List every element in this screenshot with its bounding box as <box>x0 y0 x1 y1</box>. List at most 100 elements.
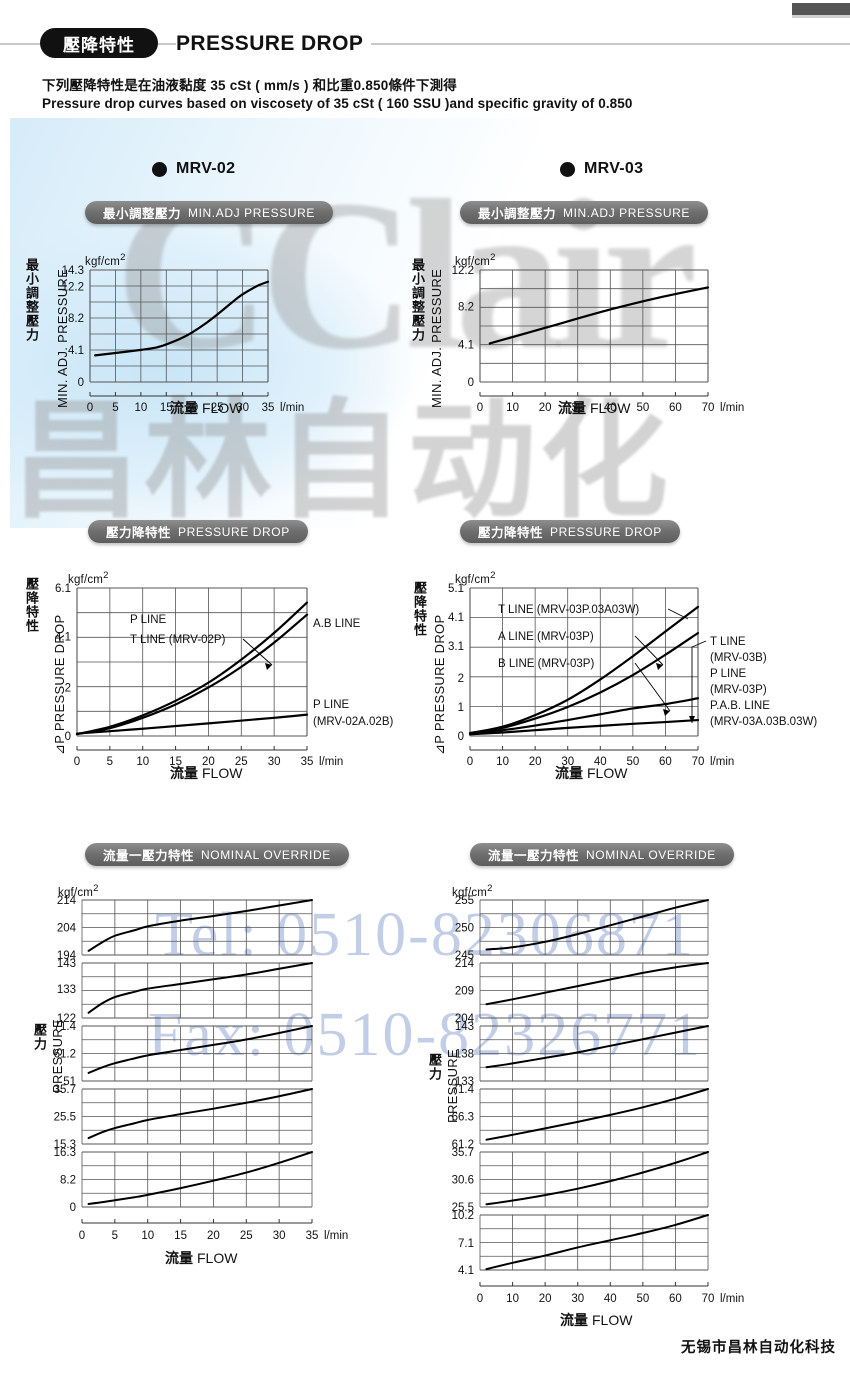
x-axis-label: 流量 FLOW <box>170 398 242 418</box>
svg-text:255: 255 <box>455 895 474 907</box>
svg-text:l/min: l/min <box>319 756 343 768</box>
y-unit-label: kgf/cm2 <box>455 252 496 268</box>
model-label-mrv02: MRV-02 <box>152 160 235 178</box>
svg-text:T LINE: T LINE <box>710 636 746 648</box>
pill-label-cn: 壓力降特性 <box>106 526 172 540</box>
svg-text:10: 10 <box>506 402 519 414</box>
svg-text:l/min: l/min <box>710 756 734 768</box>
svg-text:40: 40 <box>594 756 607 768</box>
svg-text:l/min: l/min <box>324 1230 348 1242</box>
svg-text:60: 60 <box>659 756 672 768</box>
svg-text:245: 245 <box>455 950 474 962</box>
svg-text:25: 25 <box>240 1230 253 1242</box>
svg-text:10.2: 10.2 <box>452 1210 474 1222</box>
y-unit-label: kgf/cm2 <box>58 883 99 899</box>
description-cn: 下列壓降特性是在油液黏度 35 cSt ( mm/s ) 和比重0.850條件下… <box>42 78 457 93</box>
svg-text:122: 122 <box>57 1013 76 1025</box>
y-axis-label-cn: 壓力 <box>32 1023 47 1051</box>
svg-text:143: 143 <box>57 958 76 970</box>
y-axis-label-cn: 最小調整壓力 <box>24 258 39 342</box>
x-axis-label-en: FLOW <box>590 400 631 416</box>
svg-text:20: 20 <box>185 402 198 414</box>
svg-text:209: 209 <box>455 986 474 998</box>
svg-text:35.7: 35.7 <box>452 1147 474 1159</box>
svg-text:1: 1 <box>458 702 464 714</box>
svg-text:10: 10 <box>496 756 509 768</box>
x-axis-label: 流量 FLOW <box>165 1248 237 1268</box>
svg-text:5: 5 <box>107 756 113 768</box>
svg-text:12.2: 12.2 <box>452 265 474 277</box>
chart-svg: 25525024521420920414313813371.466.361.23… <box>452 895 745 1305</box>
x-axis-label-cn: 流量 <box>165 1250 193 1266</box>
top-right-bar <box>792 3 850 15</box>
chart-mrv02-pressure-drop: 壓力降特性 PRESSURE DROP kgf/cm2 壓降特性 ⊿P PRES… <box>0 515 420 805</box>
svg-text:51: 51 <box>63 1076 76 1088</box>
svg-text:4.1: 4.1 <box>448 612 464 624</box>
svg-text:40: 40 <box>604 1293 617 1305</box>
pill-label-en: NOMINAL OVERRIDE <box>586 847 716 862</box>
svg-text:8.2: 8.2 <box>68 313 84 325</box>
svg-text:25: 25 <box>211 402 224 414</box>
svg-text:4.1: 4.1 <box>458 339 474 351</box>
chart-svg: 0 1 2 3.1 4.1 5.1 0 10 20 30 40 50 60 70 l/min T LINE (… <box>448 583 817 768</box>
svg-text:71.4: 71.4 <box>452 1084 475 1096</box>
svg-text:20: 20 <box>539 1293 552 1305</box>
svg-text:15.3: 15.3 <box>54 1139 76 1151</box>
svg-text:P LINE: P LINE <box>710 668 747 680</box>
svg-text:5: 5 <box>112 402 118 414</box>
svg-text:30: 30 <box>561 756 574 768</box>
svg-text:l/min: l/min <box>720 402 744 414</box>
svg-text:12.2: 12.2 <box>62 281 84 293</box>
svg-text:15: 15 <box>169 756 182 768</box>
y-unit-label: kgf/cm2 <box>455 570 496 586</box>
pill-min-adj-pressure: 最小調整壓力 MIN.ADJ PRESSURE <box>460 201 708 224</box>
svg-text:20: 20 <box>529 756 542 768</box>
y-unit-label: kgf/cm2 <box>452 883 493 899</box>
pill-label-cn: 壓力降特性 <box>478 526 544 540</box>
svg-text:60: 60 <box>669 1293 682 1305</box>
y-unit-label: kgf/cm2 <box>68 570 109 586</box>
svg-text:133: 133 <box>455 1076 474 1088</box>
x-axis-label-en: FLOW <box>587 765 628 781</box>
pill-pressure-drop: 壓力降特性 PRESSURE DROP <box>88 520 308 543</box>
y-axis-label-en: PRESSURE <box>445 1049 460 1123</box>
svg-text:133: 133 <box>57 984 76 996</box>
y-axis-label-en: ⊿P PRESSURE DROP <box>432 614 447 755</box>
y-axis-label-cn: 最小調整壓力 <box>410 258 425 342</box>
svg-text:35.7: 35.7 <box>54 1084 76 1096</box>
svg-text:4.1: 4.1 <box>68 345 84 357</box>
svg-text:138: 138 <box>455 1049 474 1061</box>
model-name: MRV-02 <box>176 160 236 177</box>
x-axis-label-en: FLOW <box>202 765 243 781</box>
svg-text:50: 50 <box>636 1293 649 1305</box>
svg-text:0: 0 <box>74 756 80 768</box>
svg-text:T LINE (MRV-02P): T LINE (MRV-02P) <box>130 634 226 646</box>
svg-text:25.5: 25.5 <box>452 1202 474 1214</box>
y-unit-label: kgf/cm2 <box>85 252 126 268</box>
svg-text:30: 30 <box>273 1230 286 1242</box>
svg-text:0: 0 <box>458 731 464 743</box>
description-en: Pressure drop curves based on viscosety … <box>42 96 633 111</box>
svg-text:30: 30 <box>571 1293 584 1305</box>
pill-label-en: PRESSURE DROP <box>550 524 662 539</box>
svg-text:70: 70 <box>702 402 715 414</box>
x-axis-label: 流量 FLOW <box>555 763 627 783</box>
x-axis-label-cn: 流量 <box>558 400 586 416</box>
svg-text:10: 10 <box>506 1293 519 1305</box>
svg-text:20: 20 <box>539 402 552 414</box>
svg-text:4.1: 4.1 <box>55 632 71 644</box>
chart-mrv03-nominal-override: 流量一壓力特性 NOMINAL OVERRIDE kgf/cm2 壓力 PRES… <box>420 838 850 1338</box>
svg-text:40: 40 <box>604 402 617 414</box>
svg-text:25.5: 25.5 <box>54 1112 76 1124</box>
model-name: MRV-03 <box>584 160 644 177</box>
chart-mrv02-nominal-override: 流量一壓力特性 NOMINAL OVERRIDE kgf/cm2 壓力 PRES… <box>0 838 420 1278</box>
svg-text:0: 0 <box>79 1230 85 1242</box>
chart-svg: 0 2 4.1 6.1 0 5 10 15 20 25 30 35 l/min P LINE T LINE … <box>55 583 393 768</box>
svg-text:204: 204 <box>455 1013 475 1025</box>
upper-panel-background <box>10 118 835 528</box>
svg-text:0: 0 <box>78 377 84 389</box>
svg-text:2: 2 <box>65 682 71 694</box>
svg-text:15: 15 <box>174 1230 187 1242</box>
chart-svg: 0 4.1 8.2 12.2 14.3 0 5 10 15 20 25 30 35 l/min <box>62 265 305 414</box>
